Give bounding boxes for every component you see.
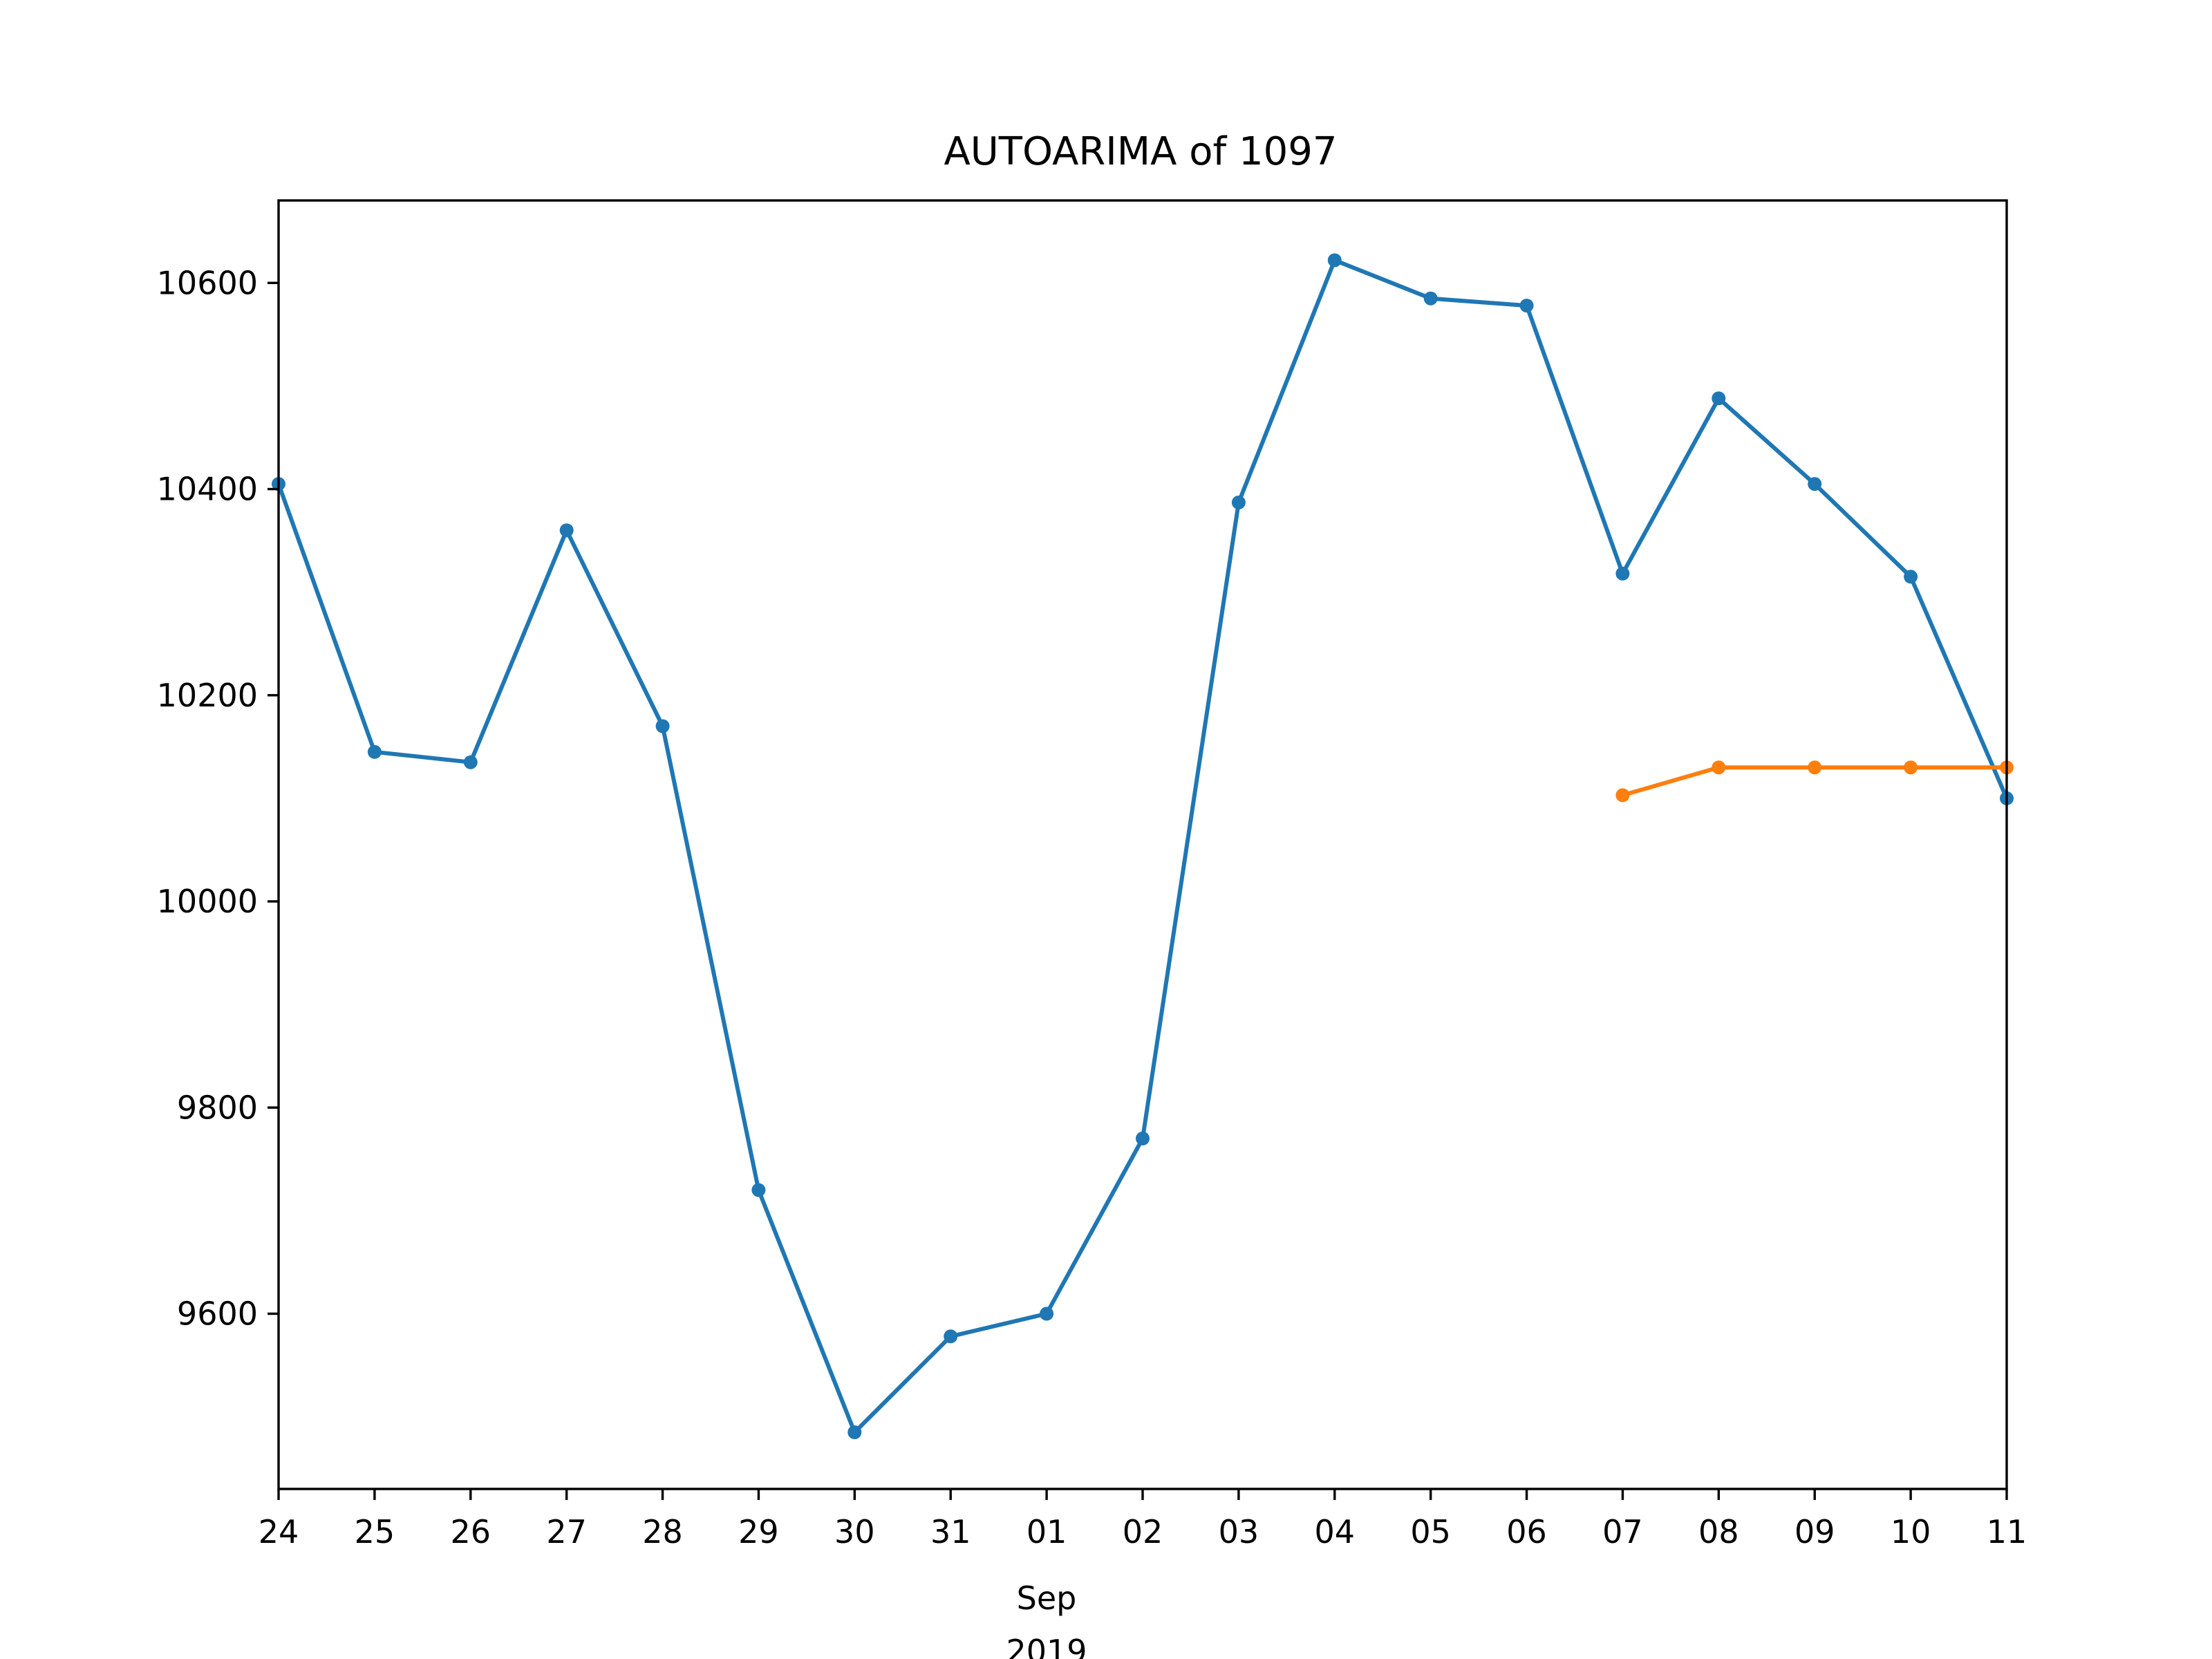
x-tick-label: 30: [834, 1513, 875, 1550]
x-tick-label: 06: [1506, 1513, 1547, 1550]
x-tick-label: 11: [1987, 1513, 2027, 1550]
x-tick-label: 27: [546, 1513, 587, 1550]
x-axis-year-label: 2019: [1006, 1633, 1087, 1659]
data-point: [1712, 391, 1726, 406]
data-point: [1808, 760, 1822, 775]
x-axis: 24 25 26 27 28 29 30 31 01 02 03 04 05 06 07 08 09 10 11: [259, 1489, 2027, 1550]
chart-title: AUTOARIMA of 1097: [944, 129, 1337, 174]
y-tick-label: 10000: [157, 883, 258, 920]
x-tick-label: 09: [1794, 1513, 1835, 1550]
data-point: [559, 523, 574, 538]
data-point: [1136, 1132, 1150, 1145]
data-point: [751, 1183, 766, 1197]
x-axis-month-label: Sep: [1017, 1580, 1077, 1617]
y-tick-label: 10200: [157, 677, 258, 714]
data-point: [1231, 495, 1246, 509]
data-point: [1615, 788, 1630, 803]
data-point: [1712, 760, 1726, 775]
x-tick-label: 01: [1027, 1513, 1067, 1550]
data-point: [847, 1425, 862, 1439]
y-tick-label: 9600: [177, 1295, 258, 1332]
data-point: [1904, 760, 1918, 775]
x-tick-label: 08: [1698, 1513, 1739, 1550]
series-0-line: [276, 258, 2009, 1434]
data-point: [1423, 291, 1438, 306]
x-tick-label: 26: [451, 1513, 491, 1550]
series-0: [272, 253, 2014, 1439]
x-tick-label: 25: [355, 1513, 395, 1550]
x-tick-label: 03: [1219, 1513, 1259, 1550]
data-point: [463, 755, 478, 769]
x-tick-label: 04: [1315, 1513, 1356, 1550]
data-point: [1808, 477, 1822, 491]
x-tick-label: 02: [1123, 1513, 1163, 1550]
x-tick-label: 24: [259, 1513, 299, 1550]
x-tick-label: 05: [1410, 1513, 1451, 1550]
x-tick-label: 29: [738, 1513, 779, 1550]
x-tick-label: 07: [1602, 1513, 1643, 1550]
x-tick-label: 28: [642, 1513, 683, 1550]
data-point: [655, 719, 670, 733]
x-tick-label: 31: [930, 1513, 971, 1550]
data-point: [944, 1329, 958, 1344]
data-point: [1615, 566, 1630, 581]
data-point: [1040, 1306, 1054, 1321]
data-point: [1519, 299, 1534, 313]
plot-area: [272, 253, 2014, 1439]
x-tick-label: 10: [1891, 1513, 1931, 1550]
series-1: [1615, 760, 2014, 803]
data-point: [1904, 570, 1918, 584]
y-tick-label: 10600: [157, 264, 258, 301]
y-tick-label: 9800: [177, 1089, 258, 1126]
y-axis: 9600 9800 10000 10200 10400 10600: [157, 264, 279, 1332]
data-point: [367, 744, 382, 759]
y-tick-label: 10400: [157, 471, 258, 508]
data-point: [1327, 253, 1342, 268]
axes-frame: [277, 199, 2008, 1490]
